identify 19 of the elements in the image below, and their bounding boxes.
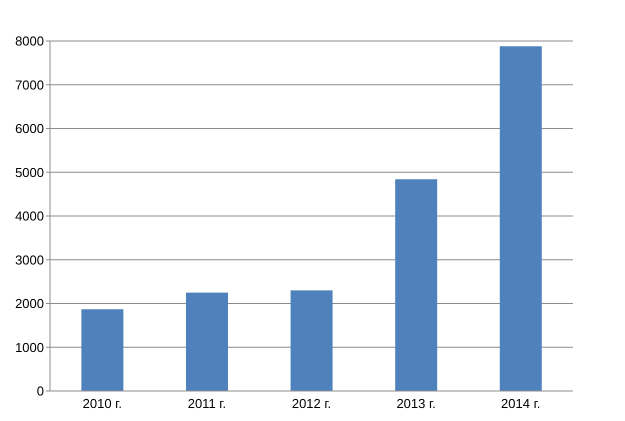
x-tick-label: 2010 г.: [82, 396, 122, 412]
x-tick-label: 2013 г.: [396, 396, 436, 412]
y-tick-label: 5000: [15, 164, 44, 180]
bar: [81, 309, 124, 391]
y-tick-label: 6000: [15, 121, 44, 136]
bar: [395, 179, 438, 391]
y-tick-label: 1000: [15, 340, 44, 355]
y-tick-label: 2000: [15, 296, 44, 312]
bar: [186, 292, 228, 391]
bar: [500, 46, 542, 391]
bar: [290, 290, 333, 391]
x-tick-label: 2012 г.: [292, 396, 332, 412]
y-tick-label: 7000: [15, 77, 44, 92]
y-tick-label: 4000: [15, 208, 44, 224]
y-tick-label: 8000: [15, 34, 44, 49]
x-tick-label: 2014 г.: [501, 396, 540, 412]
y-tick-label: 0: [36, 384, 44, 399]
y-tick-label: 3000: [15, 252, 44, 268]
x-tick-label: 2011 г.: [188, 396, 226, 412]
